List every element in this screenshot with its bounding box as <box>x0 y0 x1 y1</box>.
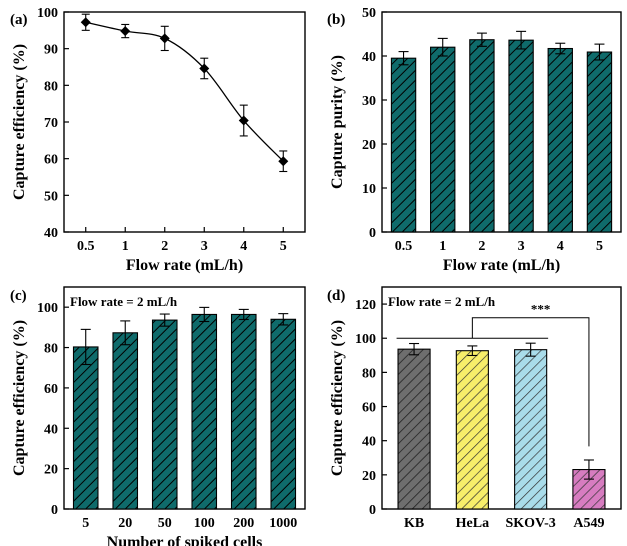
data-point <box>80 17 91 28</box>
y-tick-label: 10 <box>362 182 376 197</box>
y-tick-label: 70 <box>44 116 58 131</box>
x-tick-label: 3 <box>518 239 525 254</box>
y-tick-label: 60 <box>362 401 376 416</box>
x-tick-label: HeLa <box>456 516 489 531</box>
y-tick-label: 100 <box>37 301 58 316</box>
data-point <box>278 156 289 167</box>
bar <box>390 57 417 233</box>
panel-label: (c) <box>10 288 27 304</box>
bar <box>72 346 99 510</box>
y-tick-label: 40 <box>362 435 376 450</box>
y-tick-label: 40 <box>44 226 58 241</box>
significance-marker: *** <box>531 302 551 317</box>
y-axis-label: Capture efficiency (%) <box>11 44 28 200</box>
x-tick-label: 0.5 <box>395 239 413 254</box>
data-point <box>238 115 249 126</box>
y-tick-label: 80 <box>362 366 376 381</box>
x-tick-label: 200 <box>233 516 254 531</box>
x-tick-label: 5 <box>596 239 603 254</box>
data-point <box>199 63 210 74</box>
panel-label: (a) <box>10 12 28 28</box>
plot-frame <box>381 11 622 233</box>
data-point <box>120 26 131 37</box>
y-axis-label: Capture efficiency (%) <box>329 320 346 476</box>
y-tick-label: 40 <box>362 50 376 65</box>
x-axis-label: Number of spiked cells <box>107 534 263 546</box>
y-tick-label: 0 <box>51 503 58 518</box>
x-tick-label: 4 <box>557 239 564 254</box>
y-tick-label: 80 <box>44 342 58 357</box>
y-tick-label: 50 <box>362 6 376 21</box>
plot-frame <box>63 286 306 510</box>
plot-frame <box>63 11 306 233</box>
y-tick-label: 120 <box>355 298 376 313</box>
bar <box>514 349 548 510</box>
plot-frame <box>381 286 622 510</box>
x-tick-label: 1000 <box>269 516 297 531</box>
bar <box>469 39 495 233</box>
bar <box>397 348 431 510</box>
significance-bracket <box>471 317 590 447</box>
x-tick-label: 5 <box>82 516 89 531</box>
y-tick-label: 30 <box>362 94 376 109</box>
x-tick-label: 2 <box>161 239 168 254</box>
bar <box>586 51 613 233</box>
x-tick-label: 100 <box>194 516 215 531</box>
y-tick-label: 100 <box>37 6 58 21</box>
data-point <box>159 33 170 44</box>
bar <box>430 46 456 233</box>
bar <box>508 39 534 233</box>
bar <box>270 318 297 510</box>
x-tick-label: 1 <box>122 239 129 254</box>
y-axis-label: Capture purity (%) <box>329 55 346 189</box>
x-axis-label: Flow rate (mL/h) <box>126 257 243 274</box>
x-tick-label: KB <box>404 516 424 531</box>
x-tick-label: 4 <box>240 239 247 254</box>
x-axis-label: Flow rate (mL/h) <box>443 257 560 274</box>
y-tick-label: 20 <box>44 463 58 478</box>
y-tick-label: 0 <box>369 226 376 241</box>
x-tick-label: 1 <box>439 239 446 254</box>
bar <box>230 313 257 510</box>
y-tick-label: 80 <box>44 79 58 94</box>
x-tick-label: SKOV-3 <box>505 516 555 531</box>
y-tick-label: 100 <box>355 332 376 347</box>
flow-rate-annotation: Flow rate = 2 mL/h <box>70 294 178 309</box>
y-tick-label: 50 <box>44 189 58 204</box>
x-tick-label: 5 <box>280 239 287 254</box>
y-tick-label: 60 <box>44 382 58 397</box>
bar <box>112 332 139 510</box>
flow-rate-annotation: Flow rate = 2 mL/h <box>388 294 496 309</box>
x-tick-label: 2 <box>478 239 485 254</box>
y-tick-label: 60 <box>44 153 58 168</box>
x-tick-label: 20 <box>118 516 132 531</box>
x-tick-label: 50 <box>158 516 172 531</box>
panel-label: (d) <box>327 288 345 304</box>
x-tick-label: A549 <box>573 516 604 531</box>
bar <box>151 319 178 510</box>
x-tick-label: 3 <box>201 239 208 254</box>
y-tick-label: 0 <box>369 503 376 518</box>
series-line <box>85 21 284 162</box>
bar <box>547 47 573 233</box>
x-tick-label: 0.5 <box>77 239 95 254</box>
y-axis-label: Capture efficiency (%) <box>11 320 28 476</box>
y-tick-label: 20 <box>362 469 376 484</box>
y-tick-label: 90 <box>44 43 58 58</box>
panel-label: (b) <box>327 12 345 28</box>
y-tick-label: 20 <box>362 138 376 153</box>
y-tick-label: 40 <box>44 422 58 437</box>
bar <box>455 350 489 510</box>
bar <box>191 313 218 510</box>
